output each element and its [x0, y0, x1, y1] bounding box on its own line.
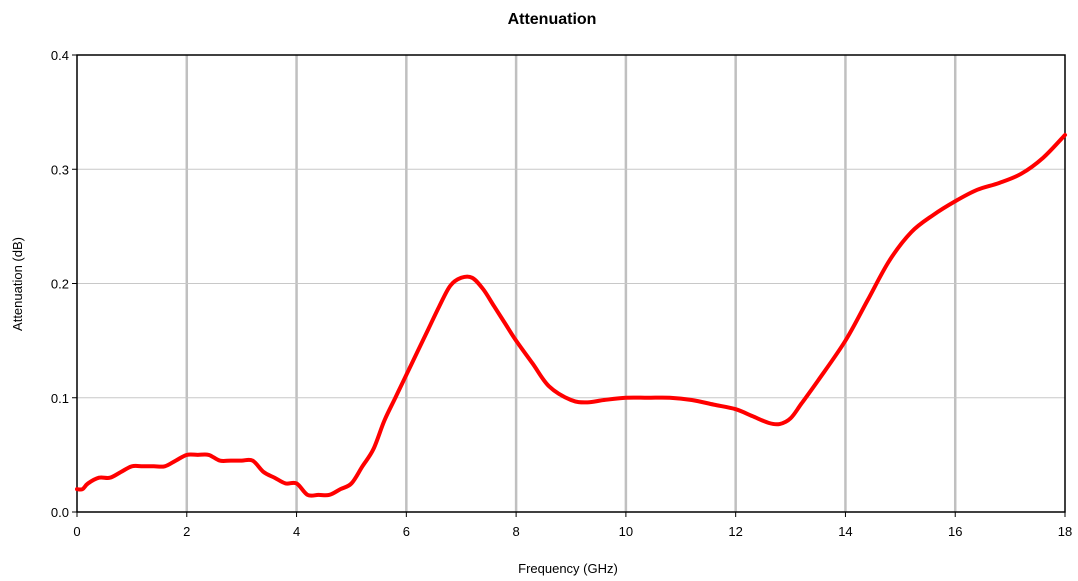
- grid: [77, 55, 1065, 512]
- x-tick-label: 6: [403, 524, 410, 539]
- series-group: [75, 132, 1067, 498]
- x-tick-label: 10: [619, 524, 633, 539]
- x-tick-label: 12: [728, 524, 742, 539]
- y-tick-label: 0.2: [51, 277, 69, 292]
- x-tick-label: 2: [183, 524, 190, 539]
- x-tick-label: 16: [948, 524, 962, 539]
- y-tick-label: 0.3: [51, 162, 69, 177]
- y-tick-label: 0.4: [51, 48, 69, 63]
- x-tick-label: 4: [293, 524, 300, 539]
- y-axis-label: Attenuation (dB): [10, 237, 25, 331]
- chart-title: Attenuation: [508, 11, 597, 28]
- y-tick-label: 0.0: [51, 505, 69, 520]
- x-tick-label: 18: [1058, 524, 1072, 539]
- y-tick-label: 0.1: [51, 391, 69, 406]
- series-line: [75, 132, 1067, 498]
- x-tick-label: 0: [73, 524, 80, 539]
- x-tick-label: 14: [838, 524, 852, 539]
- axis-ticks: 0 2 4 6 8 10 12 14 16 18 0.0 0.1 0.2 0.3 0.4: [51, 48, 1072, 539]
- x-tick-label: 8: [512, 524, 519, 539]
- x-axis-label: Frequency (GHz): [518, 561, 618, 576]
